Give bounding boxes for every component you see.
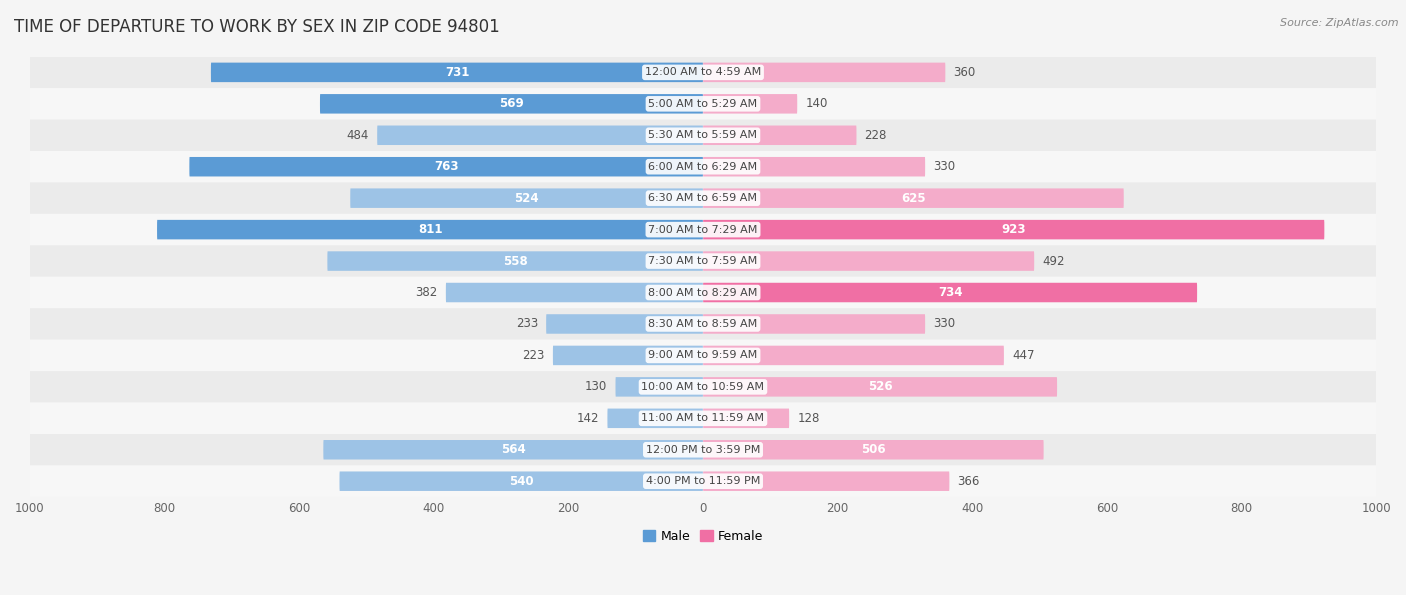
Text: 506: 506: [860, 443, 886, 456]
Text: 10:00 AM to 10:59 AM: 10:00 AM to 10:59 AM: [641, 382, 765, 392]
FancyBboxPatch shape: [616, 377, 703, 397]
Text: 447: 447: [1012, 349, 1035, 362]
Text: 4:00 PM to 11:59 PM: 4:00 PM to 11:59 PM: [645, 476, 761, 486]
Text: 625: 625: [901, 192, 925, 205]
Text: 5:00 AM to 5:29 AM: 5:00 AM to 5:29 AM: [648, 99, 758, 109]
FancyBboxPatch shape: [703, 126, 856, 145]
FancyBboxPatch shape: [30, 340, 1376, 371]
Text: 6:30 AM to 6:59 AM: 6:30 AM to 6:59 AM: [648, 193, 758, 203]
Text: 11:00 AM to 11:59 AM: 11:00 AM to 11:59 AM: [641, 414, 765, 423]
FancyBboxPatch shape: [446, 283, 703, 302]
Text: 564: 564: [501, 443, 526, 456]
Text: 9:00 AM to 9:59 AM: 9:00 AM to 9:59 AM: [648, 350, 758, 361]
Text: 524: 524: [515, 192, 538, 205]
FancyBboxPatch shape: [703, 220, 1324, 239]
FancyBboxPatch shape: [377, 126, 703, 145]
FancyBboxPatch shape: [321, 94, 703, 114]
FancyBboxPatch shape: [30, 434, 1376, 465]
Text: 734: 734: [938, 286, 962, 299]
Text: 12:00 PM to 3:59 PM: 12:00 PM to 3:59 PM: [645, 445, 761, 455]
FancyBboxPatch shape: [30, 277, 1376, 308]
FancyBboxPatch shape: [703, 471, 949, 491]
FancyBboxPatch shape: [703, 94, 797, 114]
FancyBboxPatch shape: [30, 57, 1376, 88]
FancyBboxPatch shape: [703, 251, 1035, 271]
Text: 382: 382: [416, 286, 437, 299]
FancyBboxPatch shape: [30, 308, 1376, 340]
FancyBboxPatch shape: [703, 440, 1043, 459]
Text: 5:30 AM to 5:59 AM: 5:30 AM to 5:59 AM: [648, 130, 758, 140]
Legend: Male, Female: Male, Female: [638, 525, 768, 548]
FancyBboxPatch shape: [703, 377, 1057, 397]
Text: 484: 484: [347, 129, 370, 142]
FancyBboxPatch shape: [703, 189, 1123, 208]
Text: 228: 228: [865, 129, 887, 142]
Text: 7:30 AM to 7:59 AM: 7:30 AM to 7:59 AM: [648, 256, 758, 266]
FancyBboxPatch shape: [211, 62, 703, 82]
FancyBboxPatch shape: [703, 62, 945, 82]
FancyBboxPatch shape: [607, 409, 703, 428]
FancyBboxPatch shape: [323, 440, 703, 459]
Text: 12:00 AM to 4:59 AM: 12:00 AM to 4:59 AM: [645, 67, 761, 77]
FancyBboxPatch shape: [546, 314, 703, 334]
Text: 140: 140: [806, 98, 828, 110]
FancyBboxPatch shape: [30, 120, 1376, 151]
FancyBboxPatch shape: [30, 151, 1376, 183]
FancyBboxPatch shape: [328, 251, 703, 271]
FancyBboxPatch shape: [553, 346, 703, 365]
FancyBboxPatch shape: [30, 403, 1376, 434]
Text: 330: 330: [934, 160, 955, 173]
Text: 223: 223: [523, 349, 544, 362]
FancyBboxPatch shape: [30, 214, 1376, 245]
Text: 540: 540: [509, 475, 533, 488]
Text: 8:30 AM to 8:59 AM: 8:30 AM to 8:59 AM: [648, 319, 758, 329]
Text: 6:00 AM to 6:29 AM: 6:00 AM to 6:29 AM: [648, 162, 758, 172]
Text: 731: 731: [444, 66, 470, 79]
FancyBboxPatch shape: [350, 189, 703, 208]
Text: 763: 763: [434, 160, 458, 173]
FancyBboxPatch shape: [30, 371, 1376, 403]
FancyBboxPatch shape: [157, 220, 703, 239]
Text: TIME OF DEPARTURE TO WORK BY SEX IN ZIP CODE 94801: TIME OF DEPARTURE TO WORK BY SEX IN ZIP …: [14, 18, 499, 36]
Text: 811: 811: [418, 223, 443, 236]
FancyBboxPatch shape: [30, 245, 1376, 277]
FancyBboxPatch shape: [30, 88, 1376, 120]
FancyBboxPatch shape: [703, 283, 1197, 302]
FancyBboxPatch shape: [703, 314, 925, 334]
Text: 7:00 AM to 7:29 AM: 7:00 AM to 7:29 AM: [648, 225, 758, 234]
Text: 558: 558: [503, 255, 527, 268]
Text: 526: 526: [868, 380, 893, 393]
Text: 233: 233: [516, 318, 538, 330]
Text: 128: 128: [797, 412, 820, 425]
Text: 923: 923: [1001, 223, 1026, 236]
FancyBboxPatch shape: [190, 157, 703, 177]
Text: 366: 366: [957, 475, 980, 488]
Text: 142: 142: [576, 412, 599, 425]
Text: 360: 360: [953, 66, 976, 79]
FancyBboxPatch shape: [339, 471, 703, 491]
Text: 330: 330: [934, 318, 955, 330]
Text: 8:00 AM to 8:29 AM: 8:00 AM to 8:29 AM: [648, 287, 758, 298]
FancyBboxPatch shape: [703, 157, 925, 177]
Text: 492: 492: [1042, 255, 1064, 268]
Text: 569: 569: [499, 98, 524, 110]
Text: Source: ZipAtlas.com: Source: ZipAtlas.com: [1281, 18, 1399, 28]
FancyBboxPatch shape: [30, 465, 1376, 497]
FancyBboxPatch shape: [30, 183, 1376, 214]
FancyBboxPatch shape: [703, 409, 789, 428]
Text: 130: 130: [585, 380, 607, 393]
FancyBboxPatch shape: [703, 346, 1004, 365]
